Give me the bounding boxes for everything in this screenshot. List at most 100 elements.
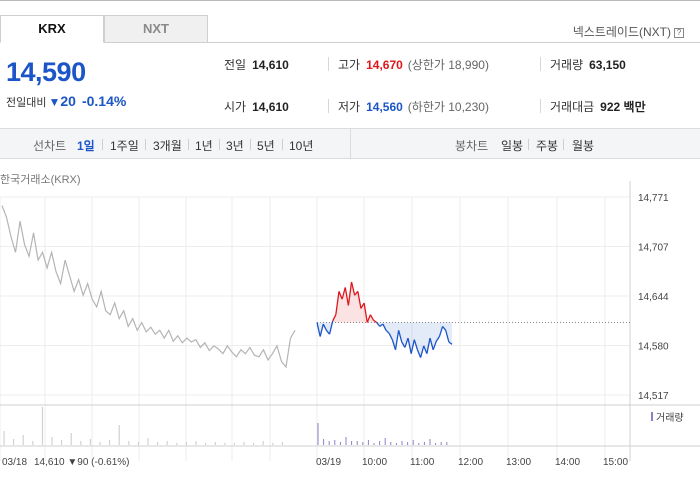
price-fill bbox=[411, 322, 415, 354]
chart-labels: 14,771 14,707 14,644 14,580 14,517 거래량 03/19 10… bbox=[2, 193, 684, 468]
divider bbox=[188, 139, 189, 150]
price-line-down bbox=[416, 349, 422, 358]
price-line-down bbox=[319, 323, 324, 337]
price-line-down bbox=[435, 336, 440, 342]
period-3m[interactable]: 3개월 bbox=[153, 139, 182, 153]
change-label: 전일대비 bbox=[6, 97, 47, 109]
price-fill bbox=[448, 322, 452, 345]
price-line-down bbox=[385, 329, 390, 334]
price-line-down bbox=[410, 339, 415, 354]
price-line-down bbox=[394, 330, 400, 350]
price-line-up bbox=[332, 314, 337, 322]
divider bbox=[540, 99, 541, 113]
nextrade-link-label: 넥스트레이드(NXT) bbox=[572, 25, 671, 39]
y-tick-label: 14,771 bbox=[638, 193, 669, 204]
price-line-up bbox=[369, 314, 375, 321]
price-line-up bbox=[360, 302, 365, 309]
market-tabs: KRX NXT bbox=[0, 15, 208, 43]
period-1w[interactable]: 1주일 bbox=[110, 139, 139, 153]
price-line-down bbox=[432, 340, 437, 351]
chart-lines bbox=[1, 205, 630, 369]
y-tick-label: 14,644 bbox=[638, 292, 669, 303]
divider bbox=[528, 139, 529, 150]
price-fill bbox=[338, 291, 343, 323]
divider bbox=[540, 57, 541, 71]
candle-daily[interactable]: 일봉 bbox=[501, 139, 524, 153]
stat-high: 고가 14,670 (상한가 18,990) bbox=[338, 56, 489, 73]
upper-limit: (상한가 18,990) bbox=[407, 58, 489, 72]
price-line-down bbox=[382, 323, 387, 331]
stat-value: 14,610 bbox=[252, 58, 289, 72]
divider bbox=[282, 139, 283, 150]
tab-krx[interactable]: KRX bbox=[0, 15, 104, 43]
nextrade-link[interactable]: 넥스트레이드(NXT)? bbox=[573, 23, 684, 40]
price-line-down bbox=[407, 337, 412, 354]
stat-trade-value: 거래대금 922 백만 bbox=[550, 98, 646, 115]
down-arrow-icon: ▼ bbox=[48, 95, 61, 109]
market-caption: 한국거래소(KRX) bbox=[0, 174, 81, 186]
x-tick-label: 14:00 bbox=[555, 457, 580, 468]
price-line-down bbox=[398, 330, 403, 343]
stat-low: 저가 14,560 (하한가 10,230) bbox=[338, 98, 489, 115]
line-chart-caption: 선차트 bbox=[33, 139, 67, 153]
stat-value: 14,610 bbox=[252, 100, 289, 114]
price-line-up bbox=[347, 281, 353, 306]
price-fill bbox=[417, 322, 421, 358]
price-line-up bbox=[373, 319, 378, 324]
price-line-up bbox=[357, 291, 362, 309]
stat-label: 시가 bbox=[224, 100, 247, 114]
price-line-down bbox=[423, 345, 428, 354]
price-fill bbox=[404, 322, 409, 348]
price-fill bbox=[354, 291, 358, 323]
question-icon[interactable]: ? bbox=[674, 28, 684, 38]
intraday-chart[interactable]: 14,771 14,707 14,644 14,580 14,517 거래량 03/19 10… bbox=[0, 181, 700, 471]
change-amount: 20 bbox=[60, 93, 76, 109]
stat-open: 시가 14,610 bbox=[224, 98, 289, 115]
price-fill bbox=[389, 322, 393, 340]
stat-label: 고가 bbox=[338, 58, 361, 72]
stat-label: 저가 bbox=[338, 100, 361, 114]
period-1d[interactable]: 1일 bbox=[77, 139, 95, 153]
stat-value: 14,670 bbox=[366, 58, 403, 72]
price-line-down bbox=[426, 337, 431, 354]
stat-label: 거래량 bbox=[550, 58, 584, 72]
price-line-up bbox=[335, 291, 340, 315]
stat-value: 63,150 bbox=[589, 58, 626, 72]
change-percent: -0.14% bbox=[81, 93, 127, 109]
price-line-up bbox=[338, 291, 343, 300]
period-1y[interactable]: 1년 bbox=[195, 139, 213, 153]
period-5y[interactable]: 5년 bbox=[257, 139, 275, 153]
candle-monthly[interactable]: 월봉 bbox=[572, 139, 595, 153]
candle-chart-caption: 봉차트 bbox=[455, 139, 489, 153]
price-line-down bbox=[325, 329, 331, 335]
price-line-down bbox=[401, 341, 406, 348]
chart-grid bbox=[0, 181, 700, 461]
price-fill bbox=[436, 322, 440, 342]
period-3y[interactable]: 3년 bbox=[226, 139, 244, 153]
price-fill bbox=[430, 322, 434, 350]
price-fill bbox=[426, 322, 431, 354]
price-fill bbox=[401, 322, 405, 348]
tab-nxt[interactable]: NXT bbox=[104, 15, 208, 43]
current-price: 14,590 bbox=[6, 57, 86, 87]
prev-day-date: 03/18 bbox=[2, 457, 27, 468]
price-line-up bbox=[366, 314, 371, 323]
period-10y[interactable]: 10년 bbox=[289, 139, 314, 153]
price-change: 전일대비 ▼20 -0.14% bbox=[6, 93, 126, 110]
price-line-down bbox=[419, 345, 425, 358]
price-line-down bbox=[391, 339, 397, 350]
volume-legend-swatch bbox=[651, 412, 653, 421]
price-fill bbox=[408, 322, 412, 354]
price-line-down bbox=[429, 337, 434, 350]
tab-underline bbox=[208, 42, 700, 43]
price-line-down bbox=[448, 341, 453, 345]
divider bbox=[563, 139, 564, 150]
divider bbox=[219, 139, 220, 150]
y-tick-label: 14,580 bbox=[638, 342, 669, 353]
price-fill bbox=[345, 287, 349, 323]
stat-volume: 거래량 63,150 bbox=[550, 56, 626, 73]
candle-weekly[interactable]: 주봉 bbox=[536, 139, 559, 153]
stat-prev-close: 전일 14,610 bbox=[224, 56, 289, 73]
divider bbox=[102, 139, 103, 150]
